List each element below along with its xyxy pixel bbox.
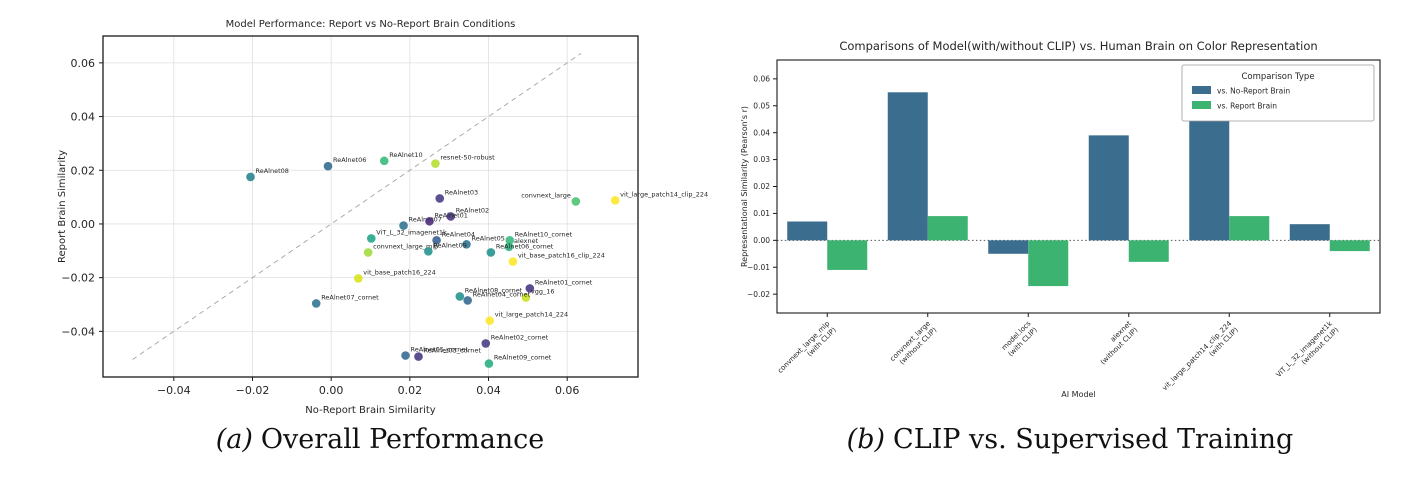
svg-text:0.02: 0.02 xyxy=(398,384,423,397)
svg-text:ReAlnet04_cornet: ReAlnet04_cornet xyxy=(473,290,531,298)
svg-text:ReAlnet05: ReAlnet05 xyxy=(471,234,504,242)
svg-text:convnext_large: convnext_large xyxy=(521,191,571,199)
figure-a: ReAlnet08 ReAlnet06 ReAlnet10 resnet-50-rob… xyxy=(50,8,710,420)
svg-text:vit_base_patch16_224: vit_base_patch16_224 xyxy=(363,268,435,276)
svg-text:ReAlnet07_cornet: ReAlnet07_cornet xyxy=(321,293,379,301)
svg-text:0.00: 0.00 xyxy=(71,218,96,231)
svg-text:0.04: 0.04 xyxy=(71,111,96,124)
svg-text:vit_large_patch14_clip_224: vit_large_patch14_clip_224 xyxy=(620,190,708,198)
svg-text:ReAlnet08: ReAlnet08 xyxy=(256,167,289,175)
caption-b-text: CLIP vs. Supervised Training xyxy=(893,424,1294,455)
svg-text:−0.04: −0.04 xyxy=(61,325,95,338)
svg-text:0.05: 0.05 xyxy=(753,101,770,110)
svg-text:vit_large_patch14_224: vit_large_patch14_224 xyxy=(495,311,568,319)
caption-a-index: (a) xyxy=(215,424,253,455)
svg-text:0.06: 0.06 xyxy=(71,57,96,70)
svg-text:ReAlnet03_cornet: ReAlnet03_cornet xyxy=(423,347,481,355)
svg-text:ReAlnet01_cornet: ReAlnet01_cornet xyxy=(535,278,593,286)
svg-text:ViT_L_32_imagenet1k: ViT_L_32_imagenet1k xyxy=(1275,319,1335,379)
svg-text:0.06: 0.06 xyxy=(753,74,770,83)
svg-text:0.02: 0.02 xyxy=(753,182,770,191)
figure-b: −0.02 −0.01 0.00 0.01 0.02 0.03 0.04 0.05 0.06 co… xyxy=(735,28,1405,428)
svg-text:ReAlnet06: ReAlnet06 xyxy=(333,156,366,164)
svg-text:Comparison Type: Comparison Type xyxy=(1241,72,1314,82)
svg-text:ReAlnet10_cornet: ReAlnet10_cornet xyxy=(515,230,573,238)
svg-text:convnext_large_mlp: convnext_large_mlp xyxy=(776,319,832,375)
svg-text:vit_large_patch14_clip_224: vit_large_patch14_clip_224 xyxy=(1161,319,1234,392)
svg-text:ReAlnet09_cornet: ReAlnet09_cornet xyxy=(494,354,552,362)
svg-text:−0.02: −0.02 xyxy=(236,384,270,397)
svg-text:ReAlnet07: ReAlnet07 xyxy=(409,216,442,224)
svg-text:ViT_L_32_imagenet1k: ViT_L_32_imagenet1k xyxy=(376,228,447,236)
svg-text:0.03: 0.03 xyxy=(753,155,770,164)
svg-text:Model Performance: Report vs N: Model Performance: Report vs No-Report B… xyxy=(226,19,516,30)
caption-b: (b) CLIP vs. Supervised Training xyxy=(735,424,1405,455)
svg-text:−0.02: −0.02 xyxy=(747,290,770,299)
svg-text:Representational Similarity (P: Representational Similarity (Pearson's r… xyxy=(740,106,749,267)
svg-text:AI Model: AI Model xyxy=(1061,390,1095,399)
svg-text:0.00: 0.00 xyxy=(319,384,344,397)
svg-text:resnet-50-robust: resnet-50-robust xyxy=(440,154,495,162)
caption-b-index: (b) xyxy=(846,424,886,455)
svg-text:Report Brain Similarity: Report Brain Similarity xyxy=(57,150,68,263)
svg-text:No-Report Brain Similarity: No-Report Brain Similarity xyxy=(305,405,435,416)
svg-text:alexnet: alexnet xyxy=(514,237,539,245)
svg-text:0.01: 0.01 xyxy=(753,209,770,218)
svg-text:ReAlnet01: ReAlnet01 xyxy=(435,211,468,219)
caption-a-text: Overall Performance xyxy=(260,424,545,455)
svg-text:ReAlnet02_cornet: ReAlnet02_cornet xyxy=(491,333,549,341)
svg-text:ReAlnet04: ReAlnet04 xyxy=(442,230,475,238)
svg-text:ReAlnet06_cornet: ReAlnet06_cornet xyxy=(496,242,554,250)
svg-text:ReAlnet03: ReAlnet03 xyxy=(445,188,478,196)
svg-text:ReAlnet09: ReAlnet09 xyxy=(433,241,466,249)
scatter-plot: ReAlnet08 ReAlnet06 ReAlnet10 resnet-50-rob… xyxy=(57,19,708,416)
svg-text:0.04: 0.04 xyxy=(476,384,501,397)
svg-text:0.02: 0.02 xyxy=(71,164,96,177)
svg-text:−0.04: −0.04 xyxy=(157,384,191,397)
svg-text:ReAlnet08_cornet: ReAlnet08_cornet xyxy=(465,286,523,294)
svg-text:vs. Report Brain: vs. Report Brain xyxy=(1217,102,1277,111)
svg-text:ReAlnet05_cornet: ReAlnet05_cornet xyxy=(411,346,469,354)
svg-text:Comparisons of Model(with/with: Comparisons of Model(with/without CLIP) … xyxy=(839,39,1317,53)
caption-a: (a) Overall Performance xyxy=(50,424,710,455)
svg-text:−0.01: −0.01 xyxy=(747,263,770,272)
svg-text:0.04: 0.04 xyxy=(753,128,770,137)
svg-text:0.00: 0.00 xyxy=(753,236,770,245)
svg-text:−0.02: −0.02 xyxy=(61,272,95,285)
svg-text:vgg_16: vgg_16 xyxy=(531,288,555,296)
bar-chart: −0.02 −0.01 0.00 0.01 0.02 0.03 0.04 0.05 0.06 co… xyxy=(740,39,1381,399)
svg-text:ReAlnet10: ReAlnet10 xyxy=(389,151,422,159)
svg-text:vs. No-Report Brain: vs. No-Report Brain xyxy=(1217,87,1290,96)
svg-text:0.06: 0.06 xyxy=(555,384,580,397)
svg-text:ReAlnet02: ReAlnet02 xyxy=(456,206,489,214)
svg-text:vit_base_patch16_clip_224: vit_base_patch16_clip_224 xyxy=(518,252,605,260)
svg-text:convnext_large_mlp: convnext_large_mlp xyxy=(373,242,438,250)
